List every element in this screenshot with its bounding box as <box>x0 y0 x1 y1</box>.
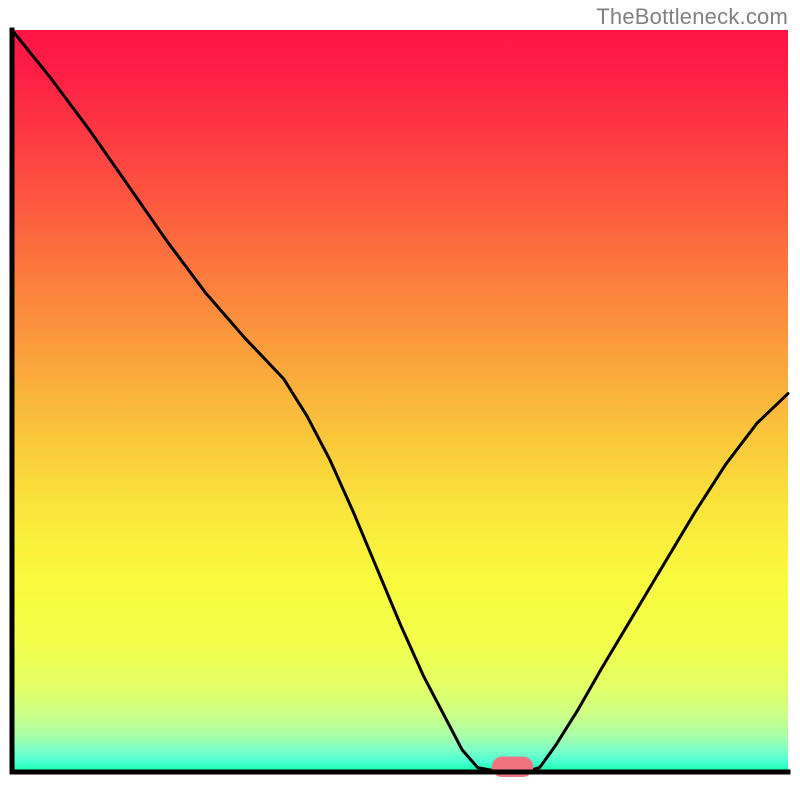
bottleneck-chart: TheBottleneck.com <box>0 0 800 800</box>
gradient-background <box>12 30 788 772</box>
chart-svg <box>0 0 800 800</box>
watermark-text: TheBottleneck.com <box>596 4 788 30</box>
